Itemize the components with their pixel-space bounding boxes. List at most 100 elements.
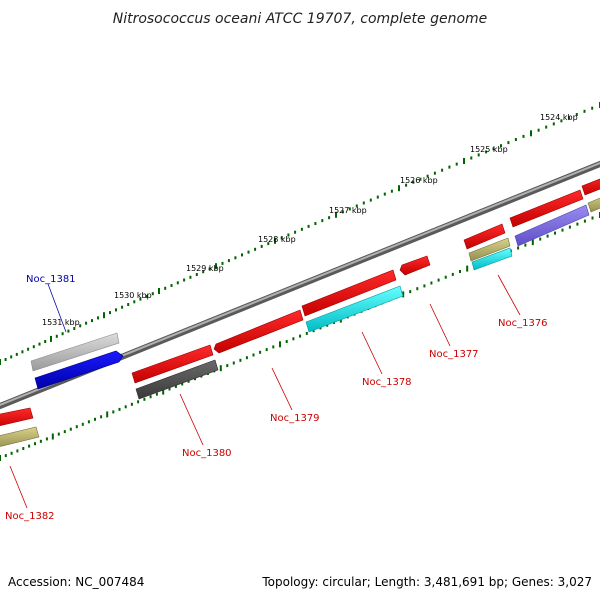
inner-ring-minor-tick: [239, 358, 242, 362]
outer-ring-minor-tick: [221, 261, 224, 265]
inner-ring-minor-tick: [409, 290, 412, 294]
outer-ring-minor-tick: [32, 345, 35, 349]
gene-label-noc-1380[interactable]: Noc_1380: [182, 448, 232, 459]
gene-feature-noc-1382[interactable]: [0, 407, 34, 428]
inner-ring-major-tick: [402, 291, 405, 298]
inner-ring-minor-tick: [576, 222, 579, 226]
tick-label-1527: 1527 kbp: [329, 206, 367, 215]
gene-feature-purple[interactable]: [514, 204, 590, 247]
gene-label-noc-1382[interactable]: Noc_1382: [5, 511, 55, 522]
inner-ring-minor-tick: [168, 387, 171, 391]
gene-feature-cyan[interactable]: [305, 285, 404, 333]
outer-ring-minor-tick: [280, 236, 283, 240]
gene-feature-red-b[interactable]: [463, 223, 506, 250]
outer-ring-minor-tick: [10, 355, 13, 359]
outer-ring-minor-tick: [321, 219, 324, 223]
inner-ring-major-tick: [219, 365, 222, 372]
gene-label-noc-1381[interactable]: Noc_1381: [26, 274, 76, 285]
outer-ring-major-tick: [398, 185, 400, 192]
gene-feature-noc-1381[interactable]: [34, 350, 124, 390]
gene-label-noc-1377[interactable]: Noc_1377: [429, 349, 479, 360]
tick-labels: 1524 kbp 1525 kbp 1526 kbp 1527 kbp 1528…: [42, 113, 578, 327]
inner-ring-minor-tick: [137, 400, 140, 404]
inner-ring-minor-tick: [524, 243, 527, 247]
inner-ring-minor-tick: [112, 410, 115, 414]
outer-ring-minor-tick: [492, 147, 495, 151]
outer-ring-minor-tick: [369, 198, 372, 202]
tick-label-1530: 1530 kbp: [114, 291, 152, 300]
outer-ring-minor-tick: [568, 116, 571, 120]
inner-ring-minor-tick: [292, 337, 295, 341]
reverse-strand-genes: [0, 194, 600, 449]
inner-ring-major-tick: [466, 265, 469, 272]
outer-ring-minor-tick: [254, 247, 257, 251]
outer-ring-major-tick: [50, 335, 52, 342]
inner-ring-minor-tick: [75, 425, 78, 429]
gene-feature-red-c[interactable]: [581, 175, 600, 196]
outer-ring-minor-tick: [545, 125, 548, 129]
outer-ring-minor-tick: [27, 347, 30, 351]
inner-ring-minor-tick: [130, 402, 133, 406]
inner-ring-minor-tick: [226, 364, 229, 368]
inner-ring-major-tick: [51, 433, 54, 440]
outer-ring-minor-tick: [433, 171, 436, 175]
inner-ring-minor-tick: [312, 329, 315, 333]
outer-ring-minor-tick: [151, 292, 154, 296]
outer-ring-minor-tick: [328, 216, 331, 220]
inner-ring-minor-tick: [423, 284, 426, 288]
gene-feature-olive-left[interactable]: [0, 426, 40, 449]
gene-label-noc-1378[interactable]: Noc_1378: [362, 377, 412, 388]
inner-ring-minor-tick: [87, 420, 90, 424]
gene-feature-dark-gray[interactable]: [135, 359, 219, 400]
outer-ring-minor-tick: [133, 300, 136, 304]
outer-ring-minor-tick: [294, 230, 297, 234]
outer-ring-minor-tick: [355, 204, 358, 208]
inner-ring-minor-tick: [546, 234, 549, 238]
outer-ring-major-tick: [463, 158, 465, 164]
gene-feature-cyan-small[interactable]: [471, 247, 513, 271]
outer-ring-minor-tick: [583, 109, 586, 113]
inner-ring-minor-tick: [63, 430, 66, 434]
gene-feature-noc-1379[interactable]: [213, 309, 304, 354]
outer-ring-minor-tick: [164, 286, 167, 290]
outer-ring-major-tick: [158, 288, 160, 294]
gene-feature-gray[interactable]: [30, 332, 120, 372]
outer-ring-minor-tick: [15, 352, 18, 356]
inner-ring-major-tick: [106, 411, 109, 418]
gene-feature-red-a[interactable]: [131, 344, 214, 384]
outer-ring-minor-tick: [362, 201, 365, 205]
tick-label-1524: 1524 kbp: [540, 113, 578, 122]
map-title: Nitrosococcus oceani ATCC 19707, complet…: [113, 11, 488, 27]
outer-ring-minor-tick: [560, 119, 563, 123]
outer-ring-major-tick: [215, 263, 217, 270]
outer-ring-minor-tick: [500, 144, 502, 148]
inner-ring-minor-tick: [561, 228, 564, 232]
outer-ring-minor-tick: [170, 284, 173, 287]
tick-ring: [0, 102, 600, 365]
inner-ring-minor-tick: [187, 379, 190, 383]
gene-label-noc-1379[interactable]: Noc_1379: [270, 413, 320, 424]
tick-label-1531: 1531 kbp: [42, 318, 80, 327]
outer-ring-minor-tick: [260, 244, 263, 248]
outer-ring-minor-tick: [21, 350, 24, 354]
gene-label-noc-1376[interactable]: Noc_1376: [498, 318, 548, 329]
outer-ring-minor-tick: [195, 273, 198, 276]
gene-feature-olive-a[interactable]: [468, 237, 511, 262]
inner-ring-minor-tick: [4, 454, 7, 458]
outer-ring-minor-tick: [307, 224, 310, 228]
gene-feature-noc-1376[interactable]: [509, 189, 584, 228]
gene-feature-noc-1377[interactable]: [399, 255, 431, 276]
outer-ring-minor-tick: [419, 177, 422, 181]
inner-ring-minor-tick: [272, 345, 275, 349]
inner-ring-minor-tick: [69, 427, 72, 431]
gene-feature-olive-right[interactable]: [587, 194, 600, 213]
outer-ring-minor-tick: [4, 358, 7, 361]
inner-ring-major-tick: [0, 455, 1, 461]
outer-ring-minor-tick: [91, 319, 93, 323]
tick-label-1525: 1525 kbp: [470, 145, 508, 154]
outer-ring-major-tick: [530, 130, 532, 137]
outer-ring-minor-tick: [139, 297, 142, 301]
gene-feature-noc-1378[interactable]: [301, 269, 397, 317]
inner-ring-minor-tick: [285, 340, 288, 343]
genome-backbone: [0, 160, 600, 410]
